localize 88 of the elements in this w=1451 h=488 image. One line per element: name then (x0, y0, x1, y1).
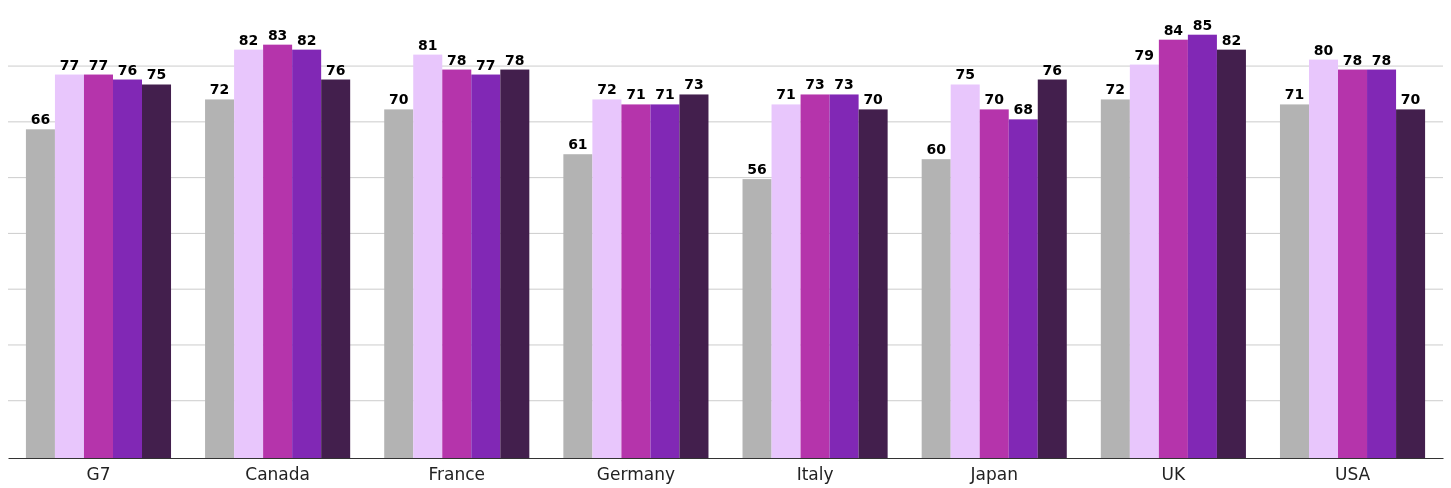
data-label: 71 (1284, 86, 1305, 103)
x-tick-label: Japan (969, 463, 1018, 484)
data-label: 78 (447, 51, 467, 68)
data-label: 81 (418, 36, 438, 53)
bar (205, 99, 235, 458)
data-label: 71 (655, 86, 675, 103)
data-label: 75 (146, 66, 167, 83)
bar (112, 79, 143, 458)
data-label: 60 (926, 141, 947, 158)
bar (563, 154, 593, 458)
bar (858, 109, 888, 458)
bar (321, 79, 351, 458)
data-label: 72 (597, 81, 617, 98)
bar (25, 129, 55, 458)
data-label: 77 (476, 56, 496, 73)
data-label: 78 (505, 51, 525, 68)
bar (234, 49, 264, 458)
bar (83, 74, 113, 458)
bar (471, 74, 501, 458)
bar (679, 94, 709, 458)
data-label: 85 (1192, 16, 1213, 33)
data-label: 73 (684, 76, 704, 93)
x-tick-label: Italy (796, 463, 834, 484)
data-label: 77 (88, 56, 109, 73)
bar (142, 84, 172, 458)
bar (263, 44, 293, 458)
bar (921, 159, 951, 458)
bar (1187, 34, 1217, 458)
x-tick-label: USA (1334, 463, 1371, 484)
data-label: 71 (626, 86, 646, 103)
bar (1100, 99, 1130, 458)
data-label: 68 (1013, 101, 1033, 118)
data-label: 61 (568, 136, 588, 153)
bar (1008, 119, 1038, 458)
bar (292, 49, 322, 458)
bar (54, 74, 84, 458)
x-tick-label: UK (1161, 463, 1187, 484)
data-label: 83 (267, 26, 288, 43)
data-label: 75 (955, 66, 975, 83)
bar (413, 54, 443, 458)
x-tick-label: G7 (86, 463, 111, 484)
data-label: 78 (1342, 51, 1363, 68)
bar (592, 99, 622, 458)
bar (1129, 64, 1159, 458)
bar (950, 84, 980, 458)
bar (1338, 69, 1368, 458)
data-label: 79 (1134, 46, 1155, 63)
data-label: 84 (1163, 21, 1184, 38)
data-label: 70 (863, 91, 884, 108)
x-tick-label: Canada (245, 463, 310, 484)
data-label: 78 (1371, 51, 1392, 68)
bar (742, 179, 772, 458)
bar (829, 94, 859, 458)
data-label: 77 (59, 56, 80, 73)
bar (979, 109, 1009, 458)
data-label: 76 (325, 61, 346, 78)
x-tick-label: Germany (596, 463, 675, 484)
bar (1308, 59, 1339, 458)
data-label: 70 (1400, 91, 1421, 108)
bar (1279, 104, 1309, 458)
bar (1037, 79, 1067, 458)
data-label: 76 (117, 61, 138, 78)
bar (650, 104, 680, 458)
data-label: 71 (776, 86, 796, 103)
data-label: 72 (209, 81, 230, 98)
data-label: 70 (984, 91, 1005, 108)
data-label: 72 (1105, 81, 1126, 98)
data-label: 82 (296, 31, 317, 48)
bar (1216, 49, 1246, 458)
data-label: 76 (1042, 61, 1063, 78)
bar (442, 69, 472, 458)
data-label: 73 (834, 76, 854, 93)
data-label: 82 (1221, 31, 1242, 48)
bar (384, 109, 414, 458)
bar (771, 104, 801, 458)
bar (1158, 39, 1188, 458)
bar (1396, 109, 1426, 458)
x-tick-label: France (428, 463, 486, 484)
bar (800, 94, 830, 458)
data-label: 56 (747, 161, 767, 178)
bar (621, 104, 651, 458)
bar (1367, 69, 1397, 458)
bar (500, 69, 530, 458)
data-label: 82 (238, 31, 259, 48)
data-label: 66 (30, 111, 51, 128)
data-label: 80 (1313, 41, 1334, 58)
data-label: 70 (388, 91, 409, 108)
data-label: 73 (805, 76, 825, 93)
